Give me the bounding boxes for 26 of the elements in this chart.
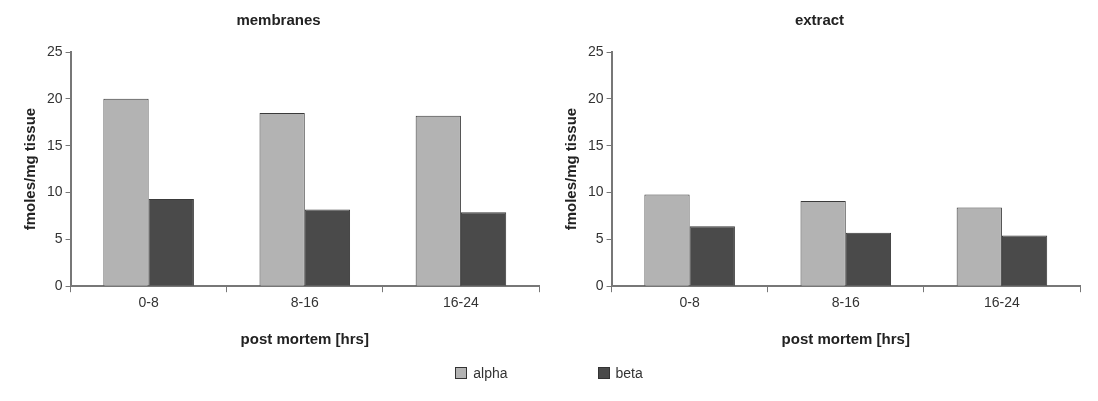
- y-tick-label: 5: [595, 230, 604, 247]
- y-axis-title: fmoles/mg tissue: [21, 107, 39, 231]
- chart-title: extract: [794, 11, 845, 29]
- x-axis-title: post mortem [hrs]: [781, 330, 910, 348]
- y-tick-label: 20: [587, 89, 604, 106]
- y-tick-label: 20: [46, 89, 63, 106]
- x-tick-label: 16-24: [984, 294, 1021, 311]
- x-axis-title: post mortem [hrs]: [240, 330, 369, 348]
- x-tick-label: 16-24: [443, 294, 480, 311]
- y-tick-label: 10: [46, 183, 63, 200]
- x-tick-label: 0-8: [679, 294, 700, 311]
- y-tick-label: 15: [587, 136, 604, 153]
- x-tick-label: 8-16: [831, 294, 860, 311]
- y-tick-label: 25: [587, 42, 604, 59]
- y-tick-label: 10: [587, 183, 604, 200]
- x-tick-label: 0-8: [138, 294, 159, 311]
- y-tick-label: 25: [46, 42, 63, 59]
- y-tick-label: 5: [54, 230, 63, 247]
- x-tick-label: 8-16: [290, 294, 319, 311]
- legend-label: alpha: [473, 365, 508, 381]
- y-axis-title: fmoles/mg tissue: [562, 107, 580, 231]
- y-tick-label: 0: [54, 277, 63, 294]
- legend-label: beta: [615, 365, 643, 381]
- y-tick-label: 15: [46, 136, 63, 153]
- chart-title: membranes: [236, 11, 321, 29]
- y-tick-label: 0: [595, 277, 604, 294]
